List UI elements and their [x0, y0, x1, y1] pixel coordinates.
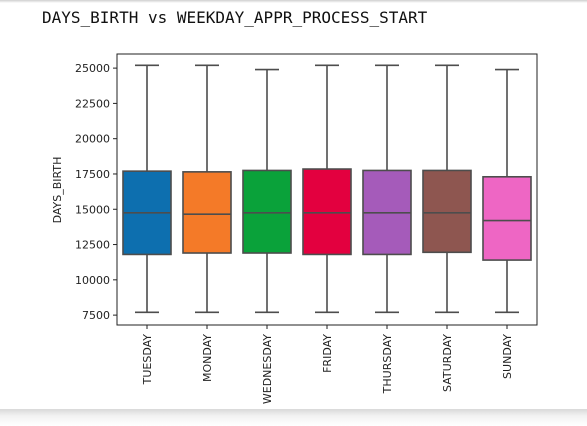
y-tick-label: 10000: [75, 274, 110, 287]
box-monday: [182, 64, 232, 314]
top-rule: [0, 0, 587, 3]
iqr-box: [242, 169, 292, 254]
y-tick-label: 12500: [75, 239, 110, 252]
y-axis: 7500 10000 12500 15000 17500 20000 22500 25000: [75, 62, 117, 322]
y-tick-label: 15000: [75, 203, 110, 216]
bottom-rule: [0, 409, 587, 426]
x-axis: TUESDAY MONDAY WEDNESDAY FRIDAY THURSDAY SATU…: [141, 325, 514, 404]
box-wednesday: [242, 68, 292, 314]
box-sunday: [482, 68, 532, 314]
box-thursday: [362, 64, 412, 314]
chart-title: DAYS_BIRTH vs WEEKDAY_APPR_PROCESS_START: [42, 8, 428, 27]
x-tick-label: SATURDAY: [441, 334, 454, 392]
y-tick-label: 7500: [82, 309, 110, 322]
x-tick-label: THURSDAY: [381, 334, 394, 395]
x-tick-label: WEDNESDAY: [261, 334, 274, 404]
iqr-box: [302, 168, 352, 256]
box-tuesday: [122, 64, 172, 314]
x-tick-label: FRIDAY: [321, 334, 334, 373]
y-tick-label: 17500: [75, 168, 110, 181]
y-tick-label: 20000: [75, 133, 110, 146]
x-tick-label: MONDAY: [201, 334, 214, 382]
box-saturday: [422, 64, 472, 314]
boxes: [122, 64, 532, 314]
x-tick-label: TUESDAY: [141, 334, 154, 386]
iqr-box: [482, 175, 532, 261]
iqr-box: [182, 171, 232, 254]
box-friday: [302, 64, 352, 314]
y-tick-label: 25000: [75, 62, 110, 75]
iqr-box: [422, 169, 472, 254]
x-tick-label: SUNDAY: [501, 334, 514, 379]
y-axis-label: DAYS_BIRTH: [51, 157, 64, 224]
y-tick-label: 22500: [75, 97, 110, 110]
